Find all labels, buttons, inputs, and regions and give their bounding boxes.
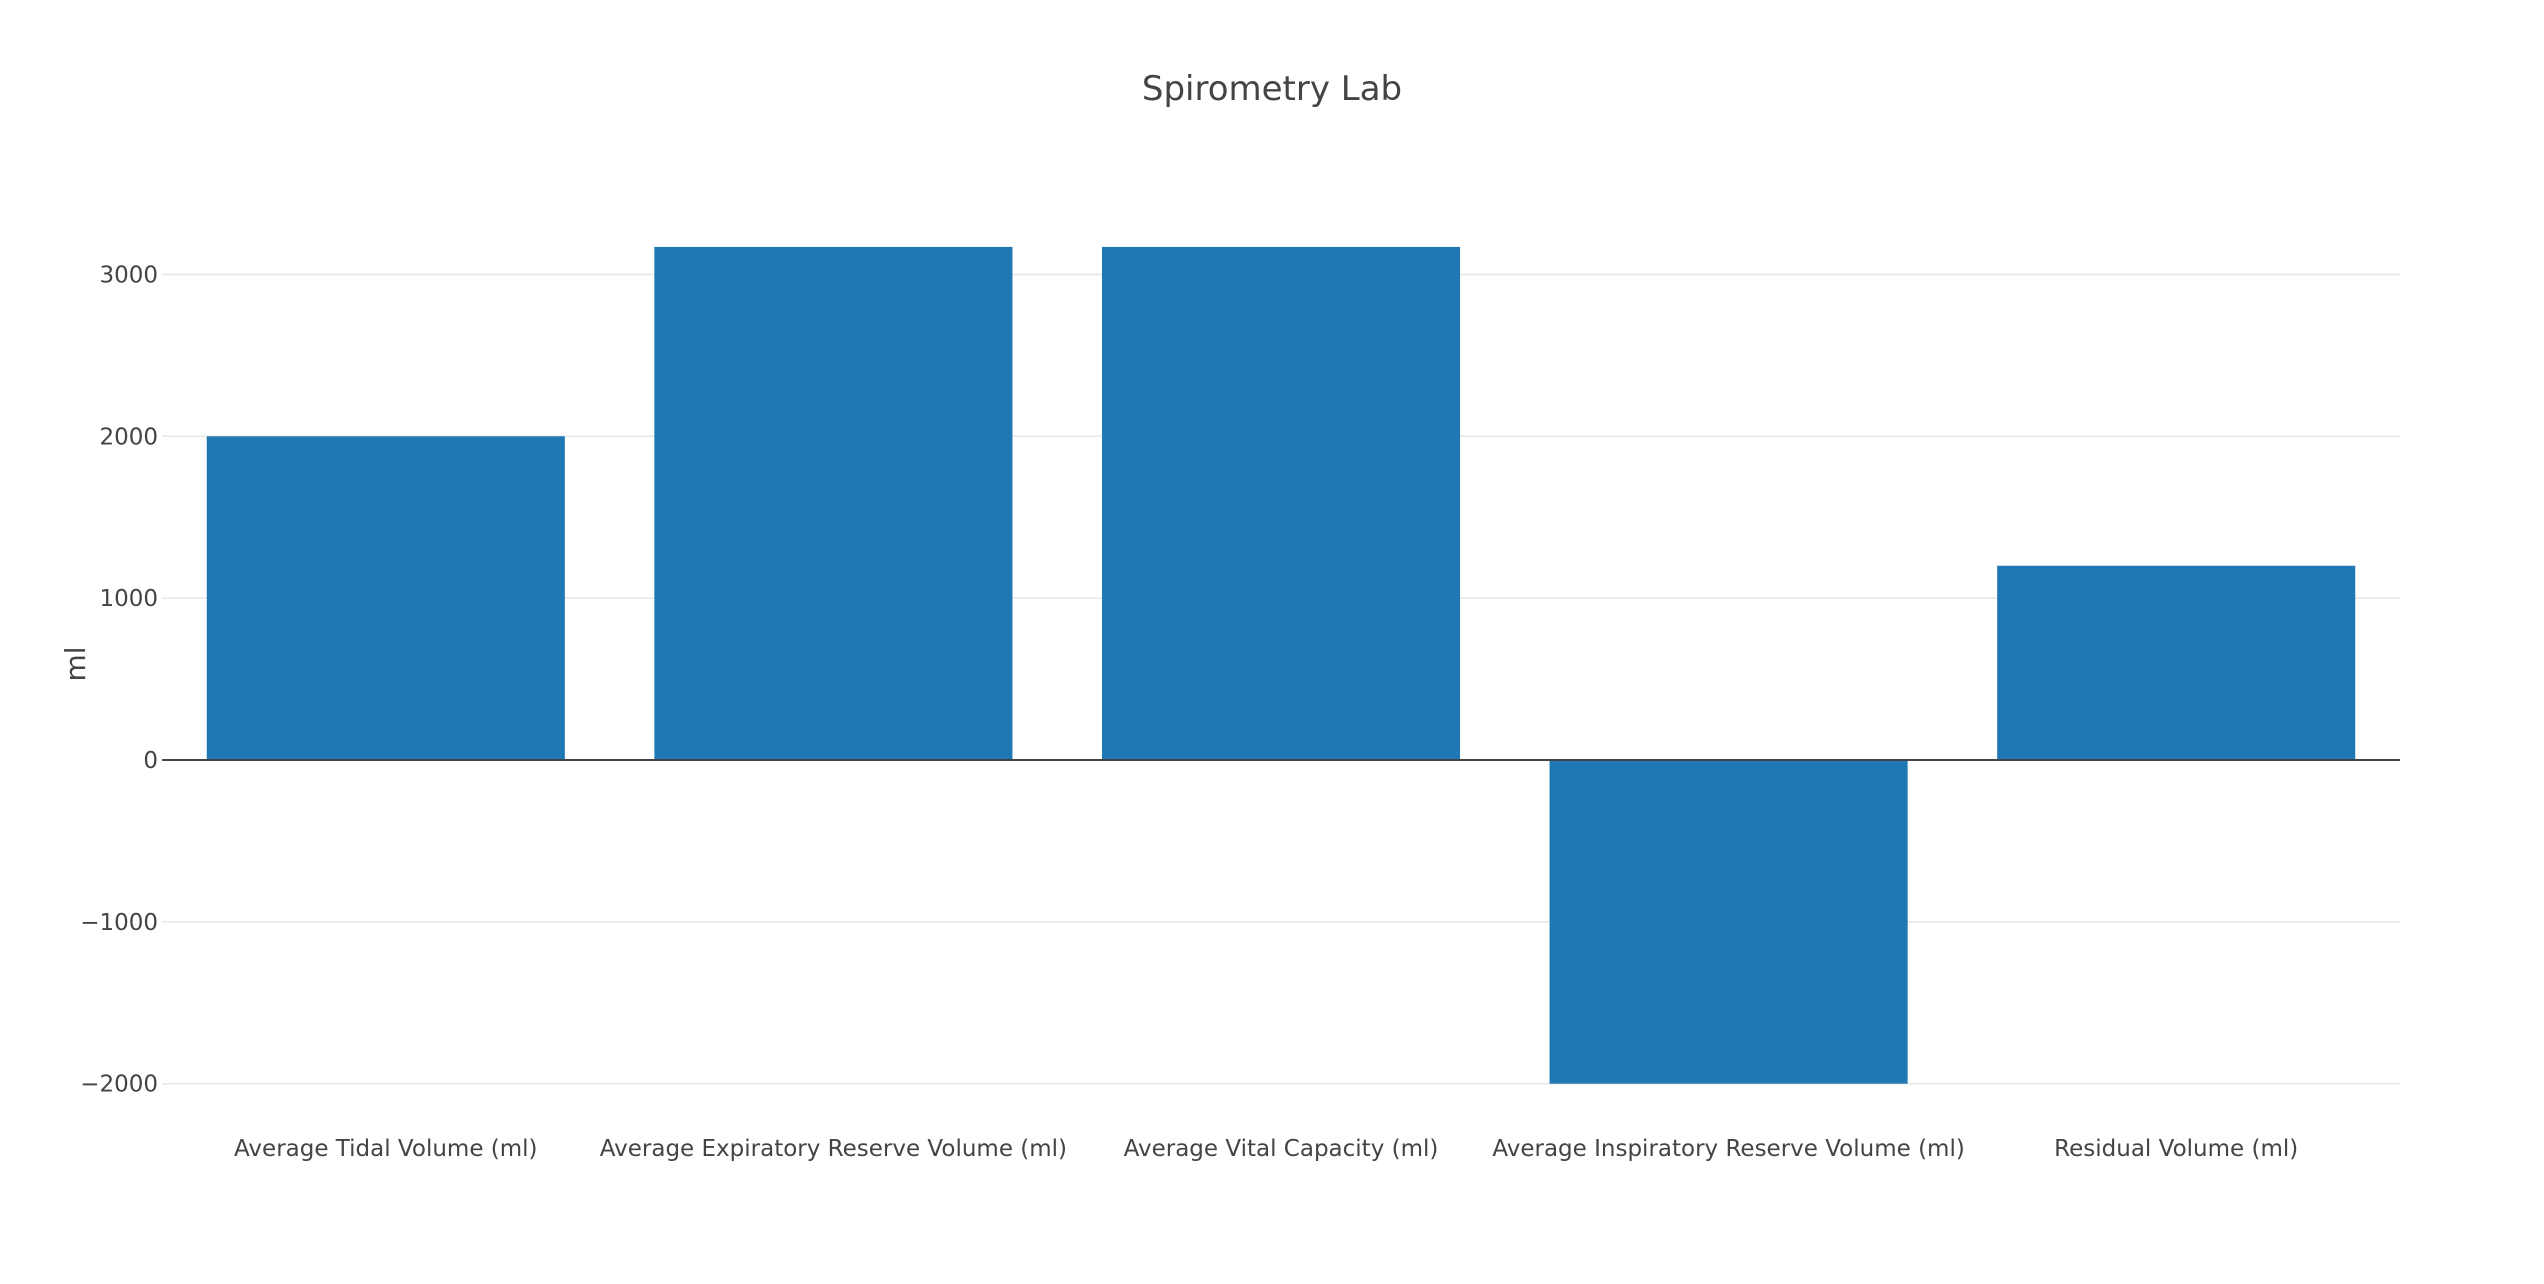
bar [206, 436, 565, 760]
y-tick-label: 2000 [99, 424, 158, 450]
bar [1549, 760, 1908, 1084]
y-tick-label: −2000 [80, 1072, 158, 1098]
x-tick-label: Average Tidal Volume (ml) [234, 1136, 537, 1162]
bar [654, 246, 1013, 761]
bar [1101, 246, 1461, 761]
x-tick-label: Residual Volume (ml) [2054, 1136, 2298, 1162]
y-tick-label: 1000 [99, 586, 158, 612]
x-tick-label: Average Inspiratory Reserve Volume (ml) [1492, 1136, 1964, 1162]
y-tick-labels: −2000 −1000 0 1000 2000 3000 [80, 262, 158, 1097]
chart-title: Spirometry Lab [1142, 69, 1402, 109]
bar [1997, 565, 2356, 760]
y-tick-label: −1000 [80, 910, 158, 936]
y-axis-title: ml [59, 646, 92, 681]
y-tick-label: 0 [143, 748, 158, 774]
bars [206, 246, 2356, 1084]
x-tick-label: Average Expiratory Reserve Volume (ml) [600, 1136, 1067, 1162]
x-tick-label: Average Vital Capacity (ml) [1124, 1136, 1439, 1162]
y-tick-label: 3000 [99, 262, 158, 288]
x-tick-labels: Average Tidal Volume (ml) Average Expirat… [234, 1136, 2298, 1162]
